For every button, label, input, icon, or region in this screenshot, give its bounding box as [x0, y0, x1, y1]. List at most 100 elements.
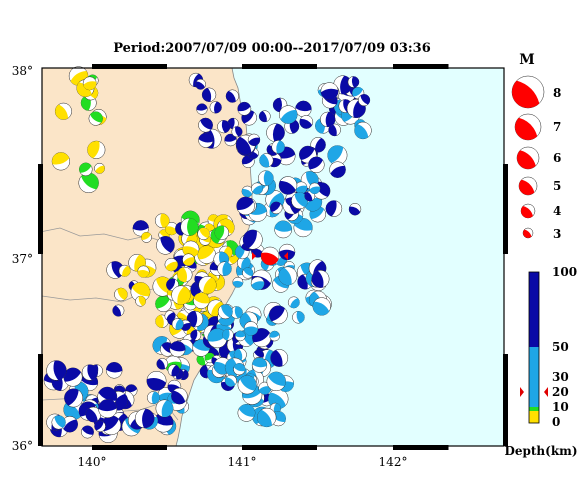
focal-mechanism-159: [230, 306, 243, 319]
focal-mechanism-367: [134, 408, 155, 429]
lon-label-142: 142°: [379, 455, 408, 469]
lat-label-36: 36°: [12, 439, 33, 453]
focal-mechanism-229: [272, 97, 288, 113]
focal-mechanism-290: [328, 123, 341, 137]
focal-mechanism-150: [207, 328, 228, 349]
focal-mechanism-216: [250, 276, 265, 291]
focal-mechanism-376: [112, 304, 125, 317]
focal-mechanism-0: [155, 314, 169, 328]
focal-mechanism-197: [242, 229, 263, 250]
focal-mechanism-170: [234, 330, 246, 342]
mag-label-5: 5: [553, 179, 561, 193]
focal-mechanism-263: [278, 105, 298, 124]
focal-mechanism-395: [233, 363, 246, 376]
focal-mechanism-354: [88, 111, 103, 126]
focal-mechanism-346: [51, 152, 71, 171]
magnitude-legend-ball-8: [511, 75, 545, 109]
mag-label-8: 8: [553, 86, 561, 100]
focal-mechanism-362: [147, 391, 160, 405]
focal-mechanism-295: [354, 121, 372, 140]
focal-mechanism-379: [135, 295, 146, 307]
focal-mechanism-246: [299, 115, 314, 129]
mainshock-beachball: [260, 246, 280, 266]
focal-mechanism-168: [269, 330, 280, 342]
map-title: Period:2007/07/09 00:00--2017/07/09 03:3…: [113, 41, 431, 56]
focal-mechanism-378: [114, 287, 128, 302]
focal-mechanism-68: [193, 292, 210, 309]
focal-mechanism-221: [258, 170, 274, 186]
focal-mechanism-118: [190, 329, 202, 341]
frame-scale-bar: [38, 64, 508, 450]
focal-mechanism-11: [164, 257, 178, 272]
focal-mechanism-165: [270, 349, 289, 367]
focal-mechanism-340: [98, 399, 118, 419]
focal-mechanism-41: [155, 295, 172, 313]
frame-bottom-2: [393, 445, 449, 450]
focal-mechanism-345: [79, 162, 93, 177]
focal-mechanism-286: [195, 78, 207, 90]
focal-mechanism-172: [222, 329, 234, 341]
focal-mechanism-328: [51, 415, 66, 430]
focal-mechanism-230: [251, 182, 264, 195]
focal-mechanism-280: [217, 120, 231, 134]
focal-mechanism-245: [295, 100, 312, 118]
focal-mechanism-283: [198, 132, 214, 148]
frame-top-2: [393, 64, 449, 69]
frame-bottom-1: [242, 445, 317, 450]
focal-mechanism-316: [61, 416, 79, 433]
focal-mechanism-156: [217, 261, 232, 276]
focal-mechanism-402: [257, 407, 277, 428]
depth-band-0-10: [529, 411, 539, 423]
mag-label-6: 6: [553, 151, 561, 165]
focal-mechanism-303: [105, 361, 123, 379]
depth-band-20-50: [529, 347, 539, 377]
focal-mechanism-301: [320, 111, 336, 128]
focal-mechanism-298: [320, 82, 339, 101]
focal-mechanism-342: [94, 162, 105, 174]
focal-mechanism-217: [242, 267, 254, 279]
focal-mechanism-240: [325, 200, 343, 217]
focal-mechanism-352: [82, 76, 97, 91]
focal-mechanism-279: [247, 133, 261, 147]
focal-mechanism-366: [146, 370, 167, 391]
focal-mechanism-282: [231, 126, 243, 138]
lat-label-38: 38°: [12, 64, 33, 78]
focal-mechanism-285: [225, 89, 239, 103]
focal-mechanism-274: [237, 101, 252, 116]
focal-mechanism-247: [295, 181, 308, 194]
focal-mechanism-251: [278, 176, 298, 195]
depth-tick-20: 20: [552, 385, 569, 399]
map-area: [38, 64, 508, 450]
focal-mechanism-235: [270, 201, 283, 215]
depth-tick-100: 100: [552, 265, 577, 279]
focal-mechanism-241: [259, 153, 274, 168]
focal-mechanism-48: [164, 221, 179, 236]
focal-mechanism-268: [308, 182, 321, 195]
focal-mechanism-53: [177, 266, 193, 283]
focal-mechanism-401: [266, 371, 286, 392]
frame-left-1: [38, 164, 43, 254]
focal-mechanism-377: [141, 231, 152, 243]
focal-mechanism-153: [237, 255, 251, 270]
focal-mechanism-163: [232, 276, 244, 288]
magnitude-legend-header: M: [519, 52, 535, 68]
focal-mechanism-338: [94, 420, 106, 433]
depth-tick-10: 10: [552, 400, 569, 414]
depth-legend-title: Depth(km): [504, 444, 577, 458]
depth-band-20-30: [529, 377, 539, 407]
focal-mechanism-344: [78, 172, 99, 194]
focal-mechanism-348: [54, 102, 72, 120]
focal-mechanism-335: [85, 406, 102, 423]
focal-mechanism-254: [308, 156, 325, 174]
frame-top-0: [92, 64, 167, 69]
focal-mechanism-66: [198, 276, 217, 295]
focal-mechanism-270: [209, 101, 222, 114]
focal-mechanism-115: [169, 341, 186, 358]
focal-mechanism-103: [164, 310, 176, 322]
focal-mechanism-171: [243, 321, 259, 336]
focal-mechanism-369: [171, 387, 188, 405]
focal-mechanism-260: [236, 196, 255, 216]
focal-mechanism-211: [274, 220, 293, 239]
magnitude-legend: M 8 7 6 5 4 3: [511, 52, 561, 241]
focal-mechanism-87: [182, 253, 195, 267]
